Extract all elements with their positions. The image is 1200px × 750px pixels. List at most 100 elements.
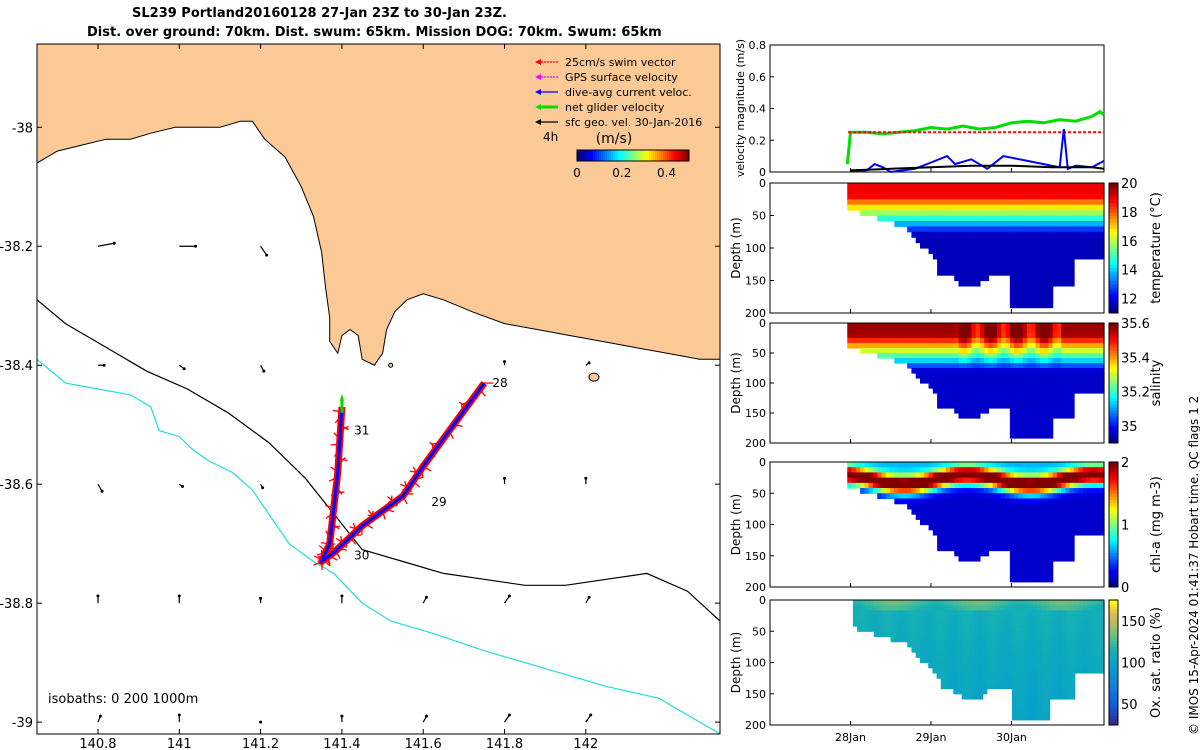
profile-colorbar-frame — [1108, 182, 1119, 314]
profile-cell — [1052, 373, 1058, 379]
profile-cell — [1048, 393, 1054, 399]
profile-cell — [915, 353, 921, 359]
profile-cell — [1039, 358, 1045, 364]
profile-cell — [865, 610, 871, 617]
profile-cell — [997, 540, 1002, 546]
profile-cell — [1039, 398, 1045, 404]
profile-cell — [1082, 388, 1088, 394]
profile-cell — [1082, 378, 1088, 384]
profile-cell — [1011, 667, 1017, 674]
profile-cell — [937, 323, 942, 329]
profile-cell — [851, 328, 857, 334]
profile-cell — [1001, 519, 1007, 526]
profile-cell — [991, 631, 996, 638]
profile-cell — [1082, 488, 1088, 494]
profile-cell — [958, 403, 964, 409]
profile-cell — [911, 631, 917, 638]
profile-cell — [971, 514, 977, 520]
profile-cell — [954, 338, 960, 344]
profile-cell — [1099, 641, 1105, 648]
profile-cell — [868, 482, 874, 489]
profile-cell — [1049, 600, 1055, 606]
profile-cell — [920, 193, 925, 200]
profile-cell — [1009, 302, 1015, 309]
profile-cell — [1048, 462, 1054, 468]
profile-cell — [941, 545, 947, 552]
profile-cell — [928, 231, 934, 238]
profile-cell — [920, 514, 925, 520]
profile-cell — [1045, 693, 1051, 700]
profile-cell — [932, 368, 938, 374]
profile-cell — [1018, 215, 1024, 222]
profile-cell — [1014, 493, 1020, 500]
profile-cell — [1039, 343, 1045, 349]
profile-cell — [1032, 693, 1038, 700]
profile-cell — [1001, 215, 1007, 222]
profile-cell — [1041, 636, 1047, 643]
profile-colorbar-segment — [1109, 612, 1118, 617]
profile-cell — [847, 204, 853, 211]
profile-cell — [1035, 433, 1041, 439]
profile-cell — [1011, 646, 1017, 653]
profile-cell — [1065, 550, 1071, 557]
profile-cell — [1048, 188, 1054, 195]
profile-cell — [978, 605, 984, 612]
profile-cell — [984, 498, 990, 505]
profile-cell — [882, 631, 887, 638]
profile-cell — [1028, 683, 1034, 690]
profile-cell — [1069, 388, 1075, 394]
profile-cell — [1039, 237, 1045, 244]
profile-colorbar-tick-label: 0 — [1121, 581, 1129, 596]
profile-cell — [986, 641, 992, 648]
profile-cell — [1022, 215, 1028, 222]
profile-cell — [1022, 199, 1028, 206]
profile-cell — [1061, 275, 1067, 282]
colorbar-units: (m/s) — [596, 131, 633, 147]
profile-cell — [975, 237, 981, 244]
profile-cell — [1018, 328, 1024, 334]
profile-colorbar-segment — [1109, 332, 1118, 336]
profile-cell — [992, 258, 998, 265]
profile-cell — [1026, 253, 1032, 260]
profile-cell — [997, 462, 1002, 468]
profile-cell — [1018, 398, 1024, 404]
profile-cell — [898, 488, 904, 494]
profile-cell — [1005, 498, 1011, 505]
profile-cell — [992, 472, 998, 479]
profile-cell — [941, 467, 947, 474]
profile-cell — [991, 610, 996, 617]
profile-cell — [1065, 508, 1071, 515]
profile-cell — [979, 368, 985, 374]
profile-cell — [979, 403, 985, 409]
profile-colorbar-segment — [1109, 303, 1118, 307]
profile-cell — [1039, 524, 1045, 531]
profile-cell — [958, 514, 964, 520]
profile-cell — [902, 188, 908, 195]
profile-cell — [979, 343, 985, 349]
profile-y-tick-label: 150 — [745, 688, 766, 701]
profile-cell — [1069, 519, 1075, 526]
profile-cell — [936, 646, 942, 653]
profile-cell — [855, 323, 861, 329]
profile-cell — [967, 199, 972, 206]
profile-cell — [1066, 605, 1072, 612]
profile-cell — [1018, 363, 1024, 369]
profile-cell — [992, 378, 998, 384]
profile-cell — [1035, 503, 1041, 510]
profile-cell — [1099, 388, 1105, 394]
profile-colorbar-segment — [1109, 431, 1118, 435]
profile-cell — [1032, 662, 1038, 669]
profile-cell — [1039, 403, 1045, 409]
profile-cell — [1001, 242, 1007, 249]
profile-cell — [1020, 657, 1026, 664]
profile-cell — [1087, 636, 1093, 643]
profile-cell — [1022, 204, 1028, 211]
profile-cell — [1020, 610, 1026, 617]
profile-cell — [986, 631, 992, 638]
profile-cell — [1001, 193, 1007, 200]
profile-cell — [999, 646, 1005, 653]
profile-cell — [915, 231, 921, 238]
profile-cell — [1056, 258, 1062, 265]
profile-cell — [961, 693, 967, 700]
figure-title-line-1: SL239 Portland20160128 27-Jan 23Z to 30-… — [132, 6, 507, 21]
